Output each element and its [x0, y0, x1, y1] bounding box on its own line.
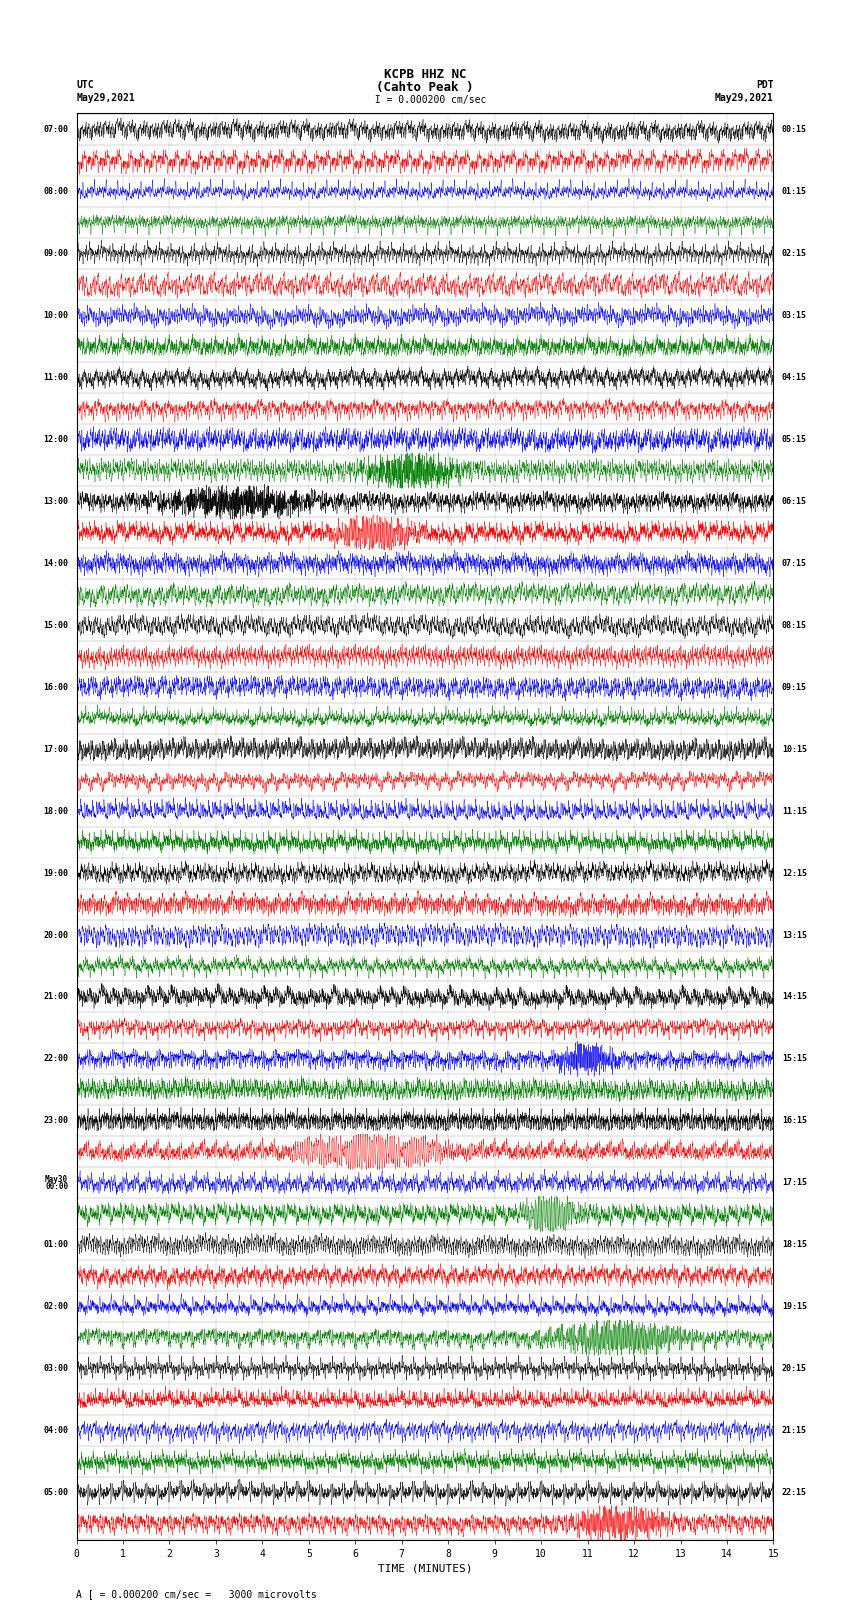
Text: I = 0.000200 cm/sec: I = 0.000200 cm/sec — [363, 95, 487, 105]
Text: 13:00: 13:00 — [43, 497, 68, 506]
Text: A [ = 0.000200 cm/sec =   3000 microvolts: A [ = 0.000200 cm/sec = 3000 microvolts — [76, 1589, 317, 1598]
Text: 09:00: 09:00 — [43, 250, 68, 258]
Text: UTC: UTC — [76, 79, 94, 90]
Text: 12:00: 12:00 — [43, 436, 68, 444]
Text: 05:15: 05:15 — [782, 436, 807, 444]
Text: 12:15: 12:15 — [782, 869, 807, 877]
Text: 18:00: 18:00 — [43, 806, 68, 816]
Text: 07:15: 07:15 — [782, 560, 807, 568]
Text: 00:15: 00:15 — [782, 126, 807, 134]
Text: 21:00: 21:00 — [43, 992, 68, 1002]
Text: 09:15: 09:15 — [782, 682, 807, 692]
Text: 23:00: 23:00 — [43, 1116, 68, 1126]
Text: 11:15: 11:15 — [782, 806, 807, 816]
Text: (Cahto Peak ): (Cahto Peak ) — [377, 81, 473, 94]
Text: PDT: PDT — [756, 79, 774, 90]
Text: 21:15: 21:15 — [782, 1426, 807, 1436]
Text: 07:00: 07:00 — [43, 126, 68, 134]
Text: 18:15: 18:15 — [782, 1240, 807, 1248]
Text: May29,2021: May29,2021 — [76, 94, 135, 103]
Text: 03:15: 03:15 — [782, 311, 807, 321]
Text: 13:15: 13:15 — [782, 931, 807, 939]
Text: 08:00: 08:00 — [43, 187, 68, 197]
Text: 19:00: 19:00 — [43, 869, 68, 877]
Text: 05:00: 05:00 — [43, 1487, 68, 1497]
Text: 11:00: 11:00 — [43, 373, 68, 382]
Text: 08:15: 08:15 — [782, 621, 807, 631]
Text: 19:15: 19:15 — [782, 1302, 807, 1311]
Text: 10:15: 10:15 — [782, 745, 807, 753]
Text: May29,2021: May29,2021 — [715, 94, 774, 103]
Text: 02:00: 02:00 — [43, 1302, 68, 1311]
Text: 15:00: 15:00 — [43, 621, 68, 631]
Text: 15:15: 15:15 — [782, 1055, 807, 1063]
Text: 04:15: 04:15 — [782, 373, 807, 382]
Text: 22:00: 22:00 — [43, 1055, 68, 1063]
X-axis label: TIME (MINUTES): TIME (MINUTES) — [377, 1563, 473, 1574]
Text: 00:00: 00:00 — [45, 1182, 68, 1190]
Text: 17:15: 17:15 — [782, 1177, 807, 1187]
Text: 22:15: 22:15 — [782, 1487, 807, 1497]
Text: 06:15: 06:15 — [782, 497, 807, 506]
Text: KCPB HHZ NC: KCPB HHZ NC — [383, 68, 467, 82]
Text: 03:00: 03:00 — [43, 1365, 68, 1373]
Text: 16:15: 16:15 — [782, 1116, 807, 1126]
Text: 20:15: 20:15 — [782, 1365, 807, 1373]
Text: 17:00: 17:00 — [43, 745, 68, 753]
Text: 01:15: 01:15 — [782, 187, 807, 197]
Text: 02:15: 02:15 — [782, 250, 807, 258]
Text: May30: May30 — [45, 1174, 68, 1184]
Text: 14:15: 14:15 — [782, 992, 807, 1002]
Text: 14:00: 14:00 — [43, 560, 68, 568]
Text: 10:00: 10:00 — [43, 311, 68, 321]
Text: 04:00: 04:00 — [43, 1426, 68, 1436]
Text: 16:00: 16:00 — [43, 682, 68, 692]
Text: 01:00: 01:00 — [43, 1240, 68, 1248]
Text: 20:00: 20:00 — [43, 931, 68, 939]
